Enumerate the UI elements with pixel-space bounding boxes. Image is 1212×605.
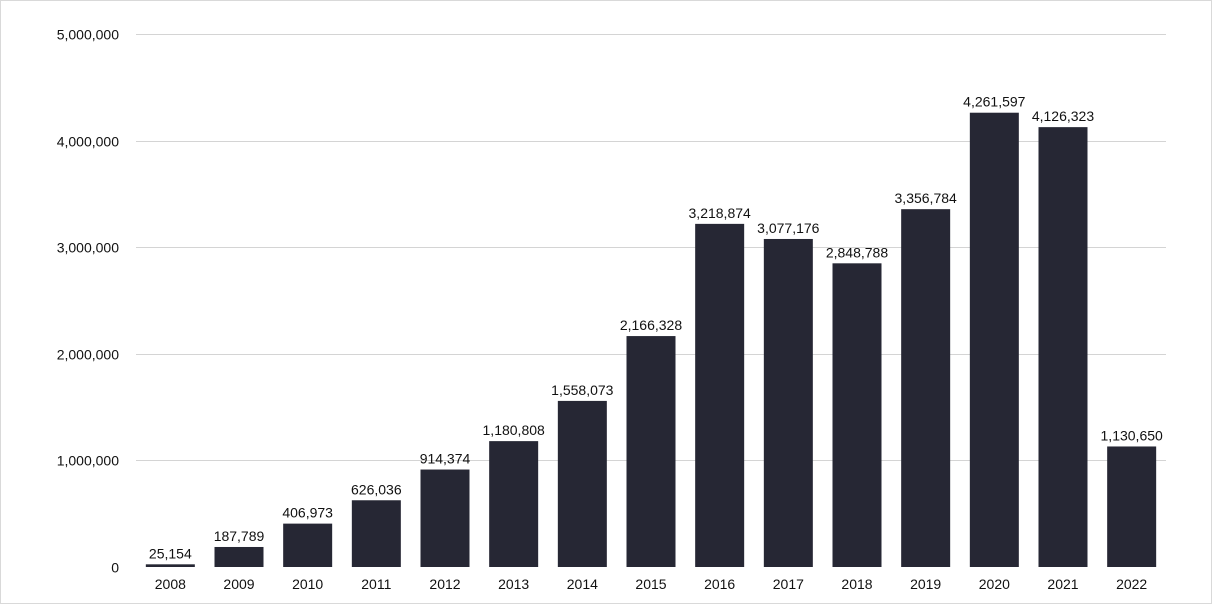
bar-2015 (626, 336, 676, 567)
bar-2011 (351, 500, 401, 567)
data-label-2012: 914,374 (420, 451, 471, 467)
bar-2019 (901, 209, 951, 568)
x-tick-label-2009: 2009 (223, 576, 254, 592)
bar-2008 (145, 564, 195, 567)
bar-2010 (283, 523, 333, 567)
y-axis-ticks: 0 1,000,000 2,000,000 3,000,000 4,000,000 5,0… (57, 27, 120, 576)
bar-2014 (557, 400, 607, 567)
data-label-2016: 3,218,874 (689, 205, 751, 221)
data-label-2008: 25,154 (149, 545, 192, 561)
x-tick-label-2008: 2008 (155, 576, 186, 592)
data-labels: 25,154 187,789 406,973 626,036 914,374 1,180,… (149, 94, 1163, 562)
bar-2021 (1038, 127, 1088, 567)
y-tick-label: 4,000,000 (57, 134, 119, 150)
data-label-2021: 4,126,323 (1032, 108, 1094, 124)
bar-2013 (489, 441, 539, 567)
bar-2022 (1107, 446, 1157, 567)
bar-2017 (763, 238, 813, 568)
bar-2009 (214, 546, 264, 567)
bar-2018 (832, 263, 882, 567)
x-tick-label-2014: 2014 (567, 576, 598, 592)
data-label-2015: 2,166,328 (620, 317, 682, 333)
x-tick-label-2022: 2022 (1116, 576, 1147, 592)
bar-2012 (420, 469, 470, 567)
y-tick-label: 5,000,000 (57, 27, 119, 43)
y-tick-label: 0 (111, 560, 119, 576)
x-tick-label-2017: 2017 (773, 576, 804, 592)
bar-2020 (969, 112, 1019, 568)
x-axis-ticks: 2008 2009 2010 2011 2012 2013 2014 2015 2016 2017… (155, 576, 1148, 592)
data-label-2019: 3,356,784 (895, 190, 957, 206)
x-tick-label-2013: 2013 (498, 576, 529, 592)
y-tick-label: 3,000,000 (57, 240, 119, 256)
data-label-2010: 406,973 (282, 505, 333, 521)
data-label-2018: 2,848,788 (826, 244, 888, 260)
x-tick-label-2019: 2019 (910, 576, 941, 592)
x-tick-label-2018: 2018 (841, 576, 872, 592)
data-label-2022: 1,130,650 (1101, 427, 1163, 443)
data-label-2013: 1,180,808 (483, 422, 545, 438)
x-tick-label-2010: 2010 (292, 576, 323, 592)
x-tick-label-2021: 2021 (1047, 576, 1078, 592)
data-label-2017: 3,077,176 (757, 220, 819, 236)
bars (145, 112, 1157, 568)
x-tick-label-2012: 2012 (429, 576, 460, 592)
x-tick-label-2016: 2016 (704, 576, 735, 592)
x-tick-label-2011: 2011 (361, 576, 391, 592)
y-tick-label: 1,000,000 (57, 453, 119, 469)
data-label-2011: 626,036 (351, 481, 402, 497)
data-label-2020: 4,261,597 (963, 94, 1025, 110)
data-label-2009: 187,789 (214, 528, 265, 544)
data-label-2014: 1,558,073 (551, 382, 613, 398)
bar-2016 (695, 223, 745, 567)
x-tick-label-2020: 2020 (979, 576, 1010, 592)
y-tick-label: 2,000,000 (57, 347, 119, 363)
x-tick-label-2015: 2015 (635, 576, 666, 592)
